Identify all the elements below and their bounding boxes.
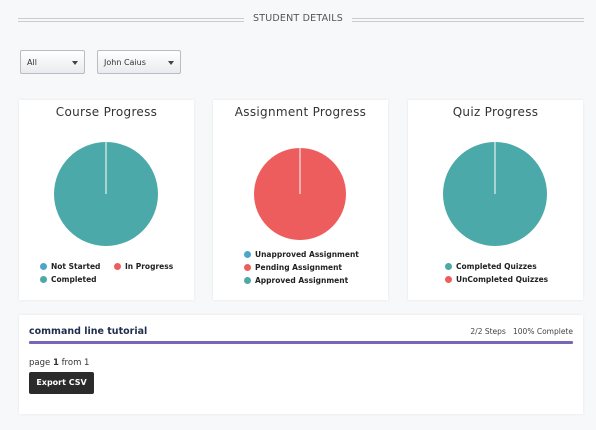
course-name[interactable]: command line tutorial xyxy=(29,326,148,337)
legend-item: In Progress xyxy=(114,262,173,271)
legend-label: UnCompleted Quizzes xyxy=(456,275,549,284)
course-progress-title: Course Progress xyxy=(55,105,158,119)
pagination-middle: from xyxy=(61,358,82,368)
header-divider-right xyxy=(352,18,584,22)
legend-label: Pending Assignment xyxy=(255,263,343,272)
course-progress-card: Course Progress Not Started In Progress … xyxy=(19,100,194,300)
legend-dot-blue xyxy=(40,263,47,270)
quiz-progress-title: Quiz Progress xyxy=(452,105,539,119)
legend-dot-blue xyxy=(244,251,251,258)
legend-label: Unapproved Assignment xyxy=(255,250,359,259)
assignment-progress-title: Assignment Progress xyxy=(234,105,367,119)
legend-item: Completed Quizzes xyxy=(445,262,537,271)
chevron-down-icon xyxy=(168,61,174,65)
complete-percent: 100% Complete xyxy=(513,327,573,336)
course-progress-legend: Not Started In Progress Completed xyxy=(40,262,190,292)
legend-dot-teal xyxy=(445,263,452,270)
group-select[interactable]: All xyxy=(20,50,85,74)
legend-label: Completed Quizzes xyxy=(456,262,537,271)
legend-item: Not Started xyxy=(40,262,100,271)
legend-label: Not Started xyxy=(51,262,101,271)
course-steps-status: 2/2 Steps 100% Complete xyxy=(470,327,573,336)
section-header: STUDENT DETAILS xyxy=(0,10,596,30)
legend-item: Completed xyxy=(40,275,97,284)
steps-count: 2/2 Steps xyxy=(470,327,506,336)
legend-item: Unapproved Assignment xyxy=(244,250,359,259)
assignment-progress-card: Assignment Progress Unapproved Assignmen… xyxy=(213,100,388,300)
assignment-progress-pie xyxy=(254,148,346,240)
quiz-progress-card: Quiz Progress Completed Quizzes UnComple… xyxy=(408,100,583,300)
pagination-info: page 1 from 1 xyxy=(29,358,89,368)
course-details-panel: command line tutorial 2/2 Steps 100% Com… xyxy=(19,315,583,414)
assignment-progress-legend: Unapproved Assignment Pending Assignment… xyxy=(244,250,384,290)
pagination-current: 1 xyxy=(52,358,59,368)
legend-item: Approved Assignment xyxy=(244,276,348,285)
page-title: STUDENT DETAILS xyxy=(252,13,344,24)
legend-item: UnCompleted Quizzes xyxy=(445,275,548,284)
legend-item: Pending Assignment xyxy=(244,263,342,272)
legend-label: In Progress xyxy=(125,262,174,271)
quiz-progress-pie xyxy=(443,142,547,246)
header-divider-left xyxy=(18,18,244,22)
pagination-total: 1 xyxy=(84,358,90,368)
legend-dot-red xyxy=(114,263,121,270)
export-csv-button[interactable]: Export CSV xyxy=(29,372,94,394)
legend-dot-teal xyxy=(40,276,47,283)
quiz-progress-legend: Completed Quizzes UnCompleted Quizzes xyxy=(445,262,575,292)
legend-dot-teal xyxy=(244,277,251,284)
chevron-down-icon xyxy=(72,61,78,65)
course-progress-pie xyxy=(54,142,158,246)
group-select-value: All xyxy=(27,58,37,67)
legend-label: Completed xyxy=(51,275,97,284)
pagination-prefix: page xyxy=(29,358,51,368)
legend-label: Approved Assignment xyxy=(255,276,349,285)
student-select[interactable]: John Caius xyxy=(97,50,181,74)
legend-dot-red xyxy=(244,264,251,271)
course-progress-bar xyxy=(29,341,573,344)
legend-dot-red xyxy=(445,276,452,283)
student-select-value: John Caius xyxy=(104,58,146,67)
